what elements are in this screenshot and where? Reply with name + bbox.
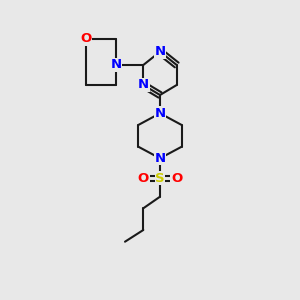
Text: O: O: [138, 172, 149, 185]
Text: O: O: [171, 172, 182, 185]
Text: O: O: [80, 32, 92, 46]
Text: N: N: [154, 107, 166, 120]
Text: N: N: [110, 58, 122, 71]
Text: N: N: [138, 79, 149, 92]
Text: N: N: [154, 45, 166, 58]
Text: N: N: [154, 152, 166, 165]
Text: S: S: [155, 172, 165, 185]
